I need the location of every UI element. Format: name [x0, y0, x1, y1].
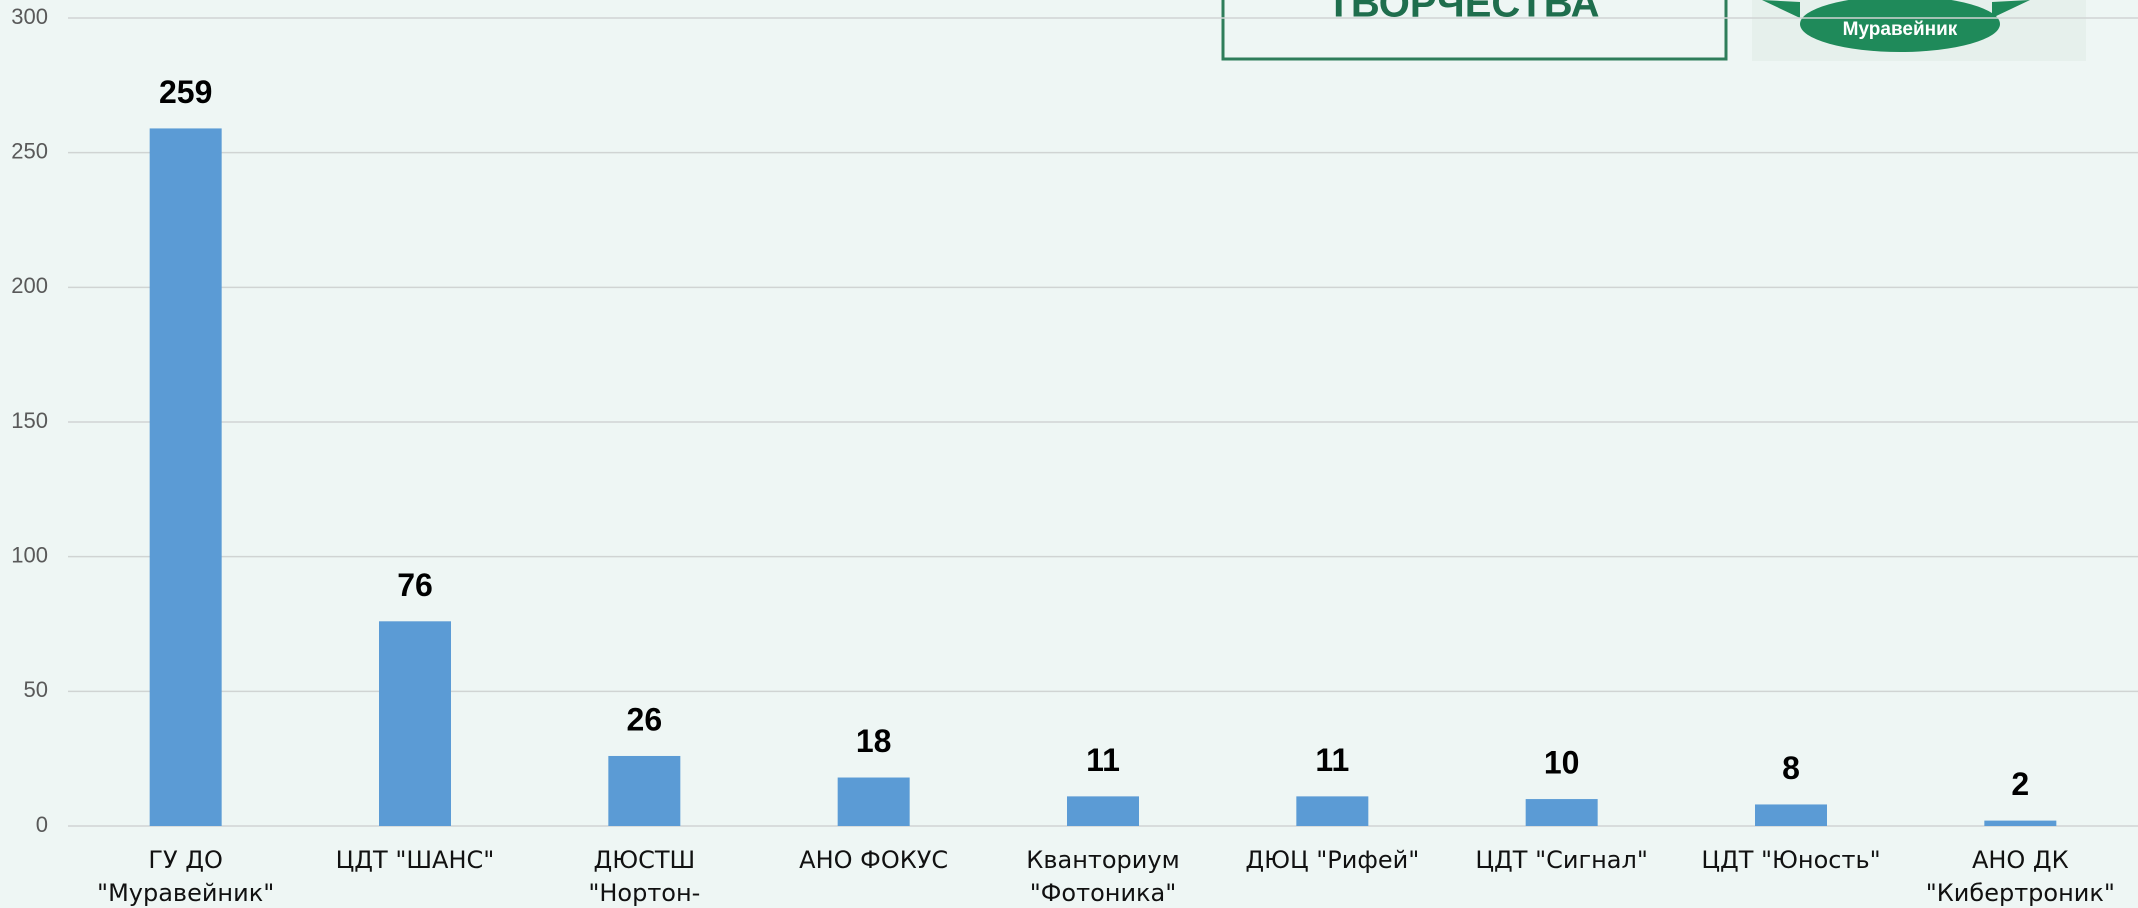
y-tick-label: 150 [11, 408, 48, 433]
x-tick-label: Кванториум "Фотоника" [1026, 846, 1180, 907]
bar [1296, 796, 1369, 826]
data-label: 11 [1086, 742, 1120, 778]
bar [1755, 804, 1827, 826]
y-tick-label: 0 [36, 812, 48, 837]
logo-frame [1221, 0, 1728, 61]
x-tick-label: АНО ФОКУС [799, 846, 949, 874]
logo-ribbon [1762, 0, 2030, 18]
logo-text: ТВОРЧЕСТВА [1326, 0, 1599, 26]
data-label: 10 [1544, 745, 1580, 781]
y-tick-label: 50 [24, 677, 48, 702]
x-tick-label: ДЮСТШ "Нортон-Юниор" [588, 846, 701, 907]
y-tick-label: 250 [11, 138, 48, 163]
bar [149, 128, 222, 827]
data-label: 76 [397, 567, 433, 603]
x-tick-label: АНО ДК "Кибертроник" [1925, 846, 2115, 907]
bar [837, 777, 910, 826]
x-tick-label: ДЮЦ "Рифей" [1245, 846, 1420, 874]
y-tick-label: 200 [11, 273, 48, 298]
data-label: 18 [856, 723, 892, 759]
y-tick-label: 100 [11, 542, 48, 567]
x-tick-label: ГУ ДО "Муравейник" [97, 846, 275, 907]
x-tick-label: ЦДТ "ШАНС" [335, 846, 495, 874]
bar [1067, 796, 1139, 826]
bar [608, 755, 681, 826]
bar [1984, 820, 2057, 826]
data-label: 2 [2011, 766, 2029, 802]
x-tick-label: ЦДТ "Юность" [1701, 846, 1881, 874]
data-label: 26 [627, 701, 663, 737]
bar [1525, 799, 1598, 826]
data-label: 8 [1782, 750, 1800, 786]
x-tick-label: ЦДТ "Сигнал" [1475, 846, 1648, 874]
y-tick-label: 300 [11, 4, 48, 29]
logo-caption: Муравейник [1843, 19, 1958, 40]
logo-badge [1800, 0, 2000, 52]
data-label: 259 [159, 74, 212, 110]
data-label: 11 [1315, 742, 1349, 778]
bar [379, 621, 451, 826]
